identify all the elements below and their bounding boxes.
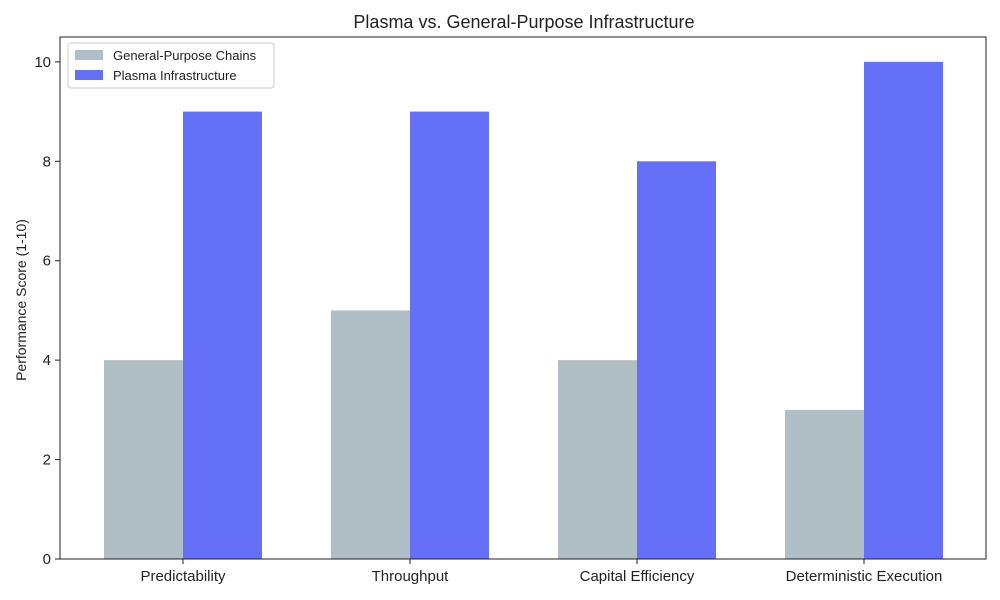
bar-plasma-2: [637, 161, 716, 560]
y-tick-label: 2: [43, 452, 51, 469]
x-tick-label: Throughput: [372, 568, 450, 585]
bar-plasma-3: [864, 61, 943, 559]
x-ticks-group: Predictability Throughput Capital Efficien…: [140, 559, 942, 585]
bar-general-purpose-0: [104, 360, 183, 559]
legend-box: [67, 42, 275, 89]
chart-title: Plasma vs. General-Purpose Infrastructur…: [353, 12, 694, 32]
bar-general-purpose-3: [785, 409, 864, 559]
y-tick-label: 10: [34, 54, 51, 71]
y-tick-label: 8: [43, 153, 51, 170]
bar-general-purpose-2: [558, 360, 637, 559]
bar-plasma-0: [183, 111, 262, 560]
legend-label-general-purpose: General-Purpose Chains: [113, 48, 257, 63]
plot-frame: [59, 36, 987, 560]
y-tick-label: 4: [43, 352, 51, 369]
y-tick-label: 6: [43, 253, 51, 270]
y-axis-label: Performance Score (1-10): [13, 219, 29, 381]
legend-label-plasma: Plasma Infrastructure: [113, 68, 237, 83]
legend: General-Purpose Chains Plasma Infrastruc…: [67, 42, 275, 89]
legend-swatch-general-purpose: [75, 50, 103, 60]
x-tick-label: Capital Efficiency: [580, 568, 695, 585]
y-tick-label: 0: [43, 551, 51, 568]
x-tick-label: Predictability: [140, 568, 226, 585]
bar-general-purpose-1: [331, 310, 410, 559]
x-tick-label: Deterministic Execution: [786, 568, 943, 585]
bar-plasma-1: [410, 111, 489, 560]
legend-swatch-plasma: [75, 70, 103, 80]
y-ticks-group: 0 2 4 6 8 10: [34, 54, 60, 568]
bars-group: [104, 61, 943, 560]
